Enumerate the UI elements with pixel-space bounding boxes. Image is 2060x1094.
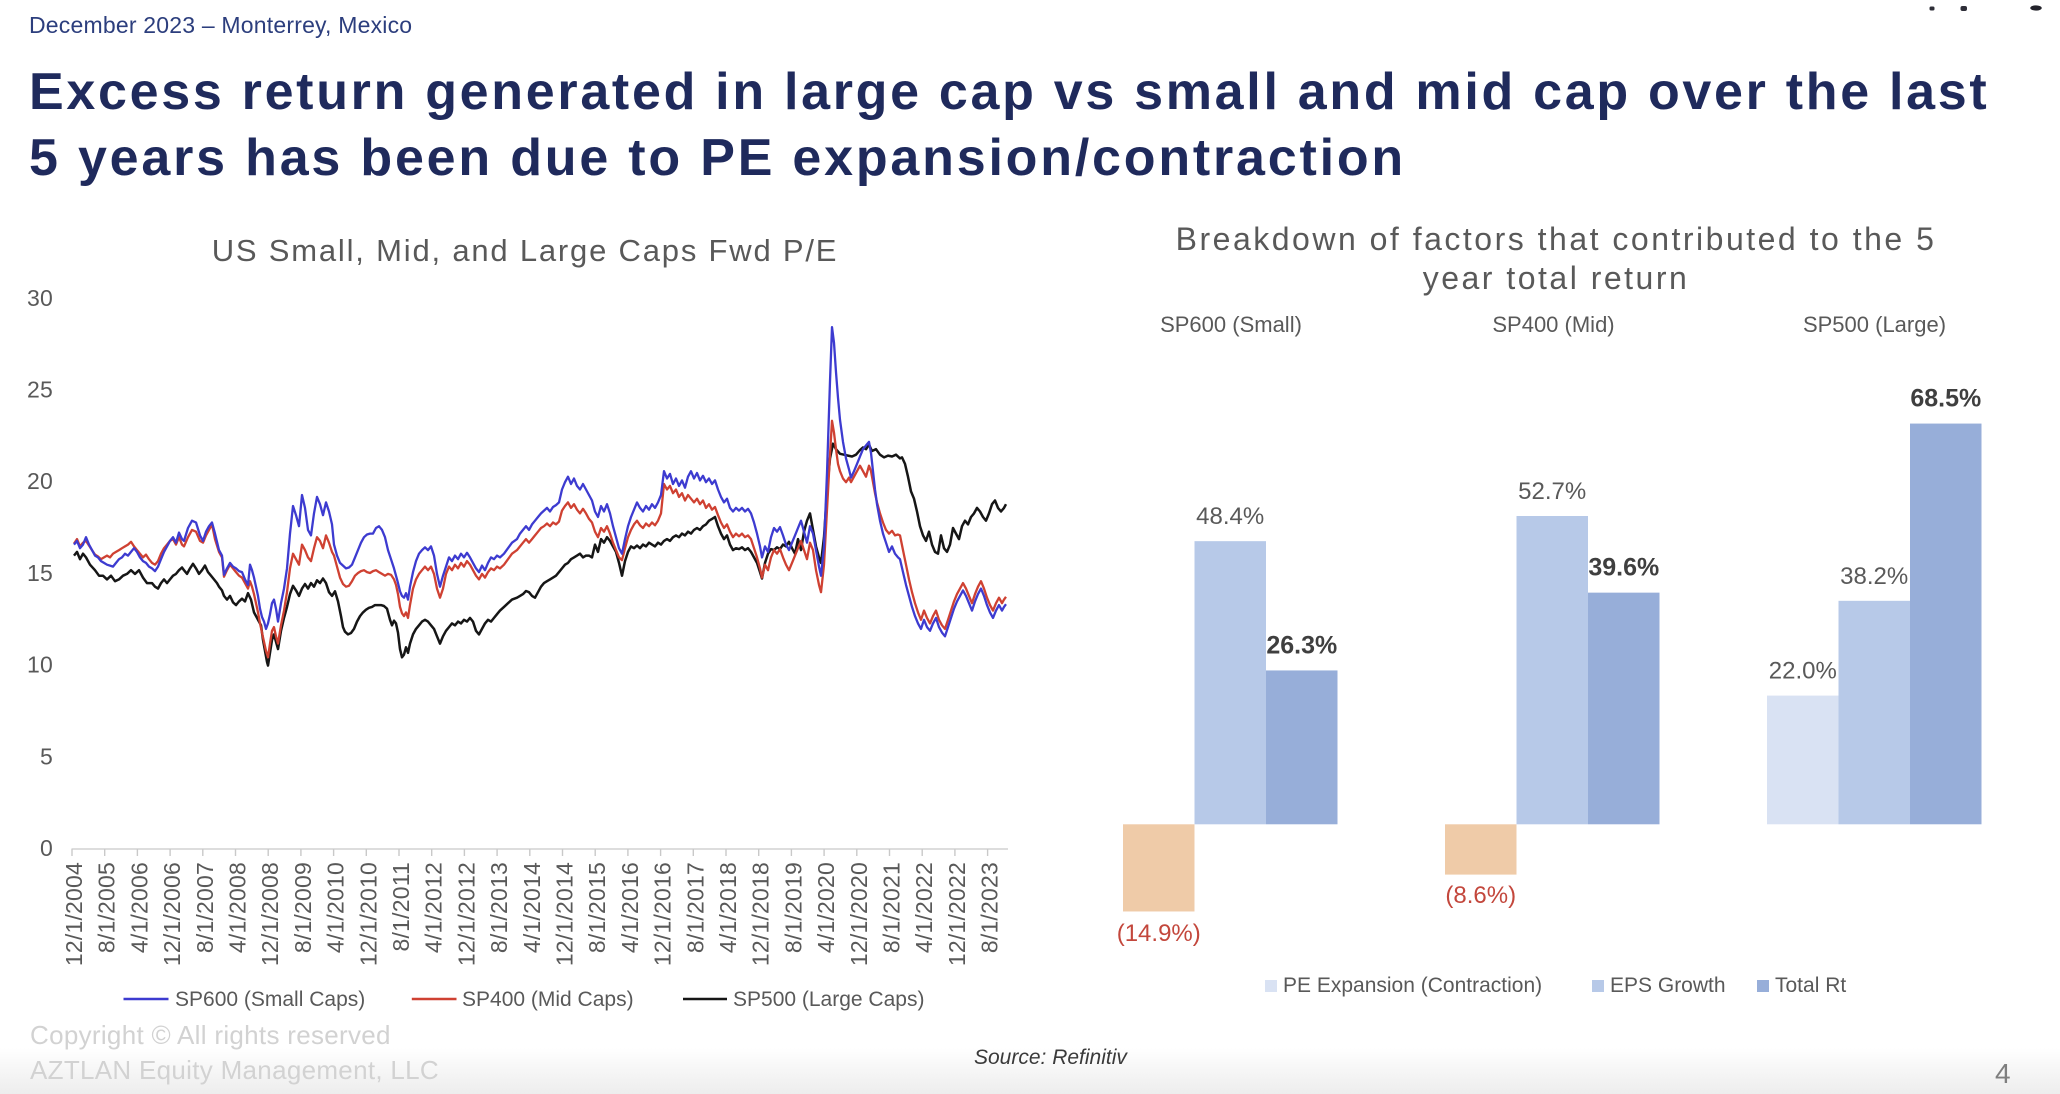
svg-text:22.0%: 22.0% [1769,658,1837,685]
svg-text:12/1/2006: 12/1/2006 [159,862,185,966]
svg-text:8/1/2011: 8/1/2011 [388,862,414,951]
svg-text:8/1/2023: 8/1/2023 [977,862,1003,953]
svg-text:30: 30 [27,285,53,311]
svg-text:8/1/2013: 8/1/2013 [486,862,512,953]
svg-text:12/1/2008: 12/1/2008 [257,862,283,966]
svg-text:EPS Growth: EPS Growth [1610,974,1726,997]
svg-text:4/1/2020: 4/1/2020 [813,862,839,953]
svg-text:year total return: year total return [1423,260,1690,296]
svg-text:8/1/2021: 8/1/2021 [879,862,905,953]
svg-text:15: 15 [27,560,53,586]
svg-text:4/1/2016: 4/1/2016 [617,862,643,953]
svg-text:20: 20 [27,468,53,494]
svg-text:52.7%: 52.7% [1518,478,1586,505]
svg-text:8/1/2019: 8/1/2019 [780,862,806,953]
svg-text:12/1/2004: 12/1/2004 [61,862,87,966]
svg-text:25: 25 [27,377,53,403]
svg-text:12/1/2010: 12/1/2010 [355,862,381,966]
svg-text:26.3%: 26.3% [1266,631,1337,659]
svg-text:5: 5 [40,743,53,769]
svg-text:4/1/2022: 4/1/2022 [911,862,937,953]
svg-text:8/1/2015: 8/1/2015 [584,862,610,953]
svg-text:SP500 (Large Caps): SP500 (Large Caps) [733,988,924,1011]
svg-text:4/1/2014: 4/1/2014 [519,862,545,953]
svg-text:(8.6%): (8.6%) [1445,882,1516,909]
svg-text:12/1/2014: 12/1/2014 [552,862,578,966]
svg-text:48.4%: 48.4% [1196,503,1264,530]
svg-text:10: 10 [27,652,53,678]
svg-text:(14.9%): (14.9%) [1117,920,1201,947]
svg-text:4/1/2006: 4/1/2006 [126,862,152,953]
svg-text:12/1/2016: 12/1/2016 [650,862,676,966]
svg-text:SP400 (Mid): SP400 (Mid) [1492,312,1614,337]
svg-text:4/1/2008: 4/1/2008 [225,862,251,953]
svg-text:SP600 (Small): SP600 (Small) [1160,312,1302,337]
svg-text:US Small, Mid, and Large Caps: US Small, Mid, and Large Caps Fwd P/E [212,233,839,268]
svg-text:8/1/2007: 8/1/2007 [192,862,218,953]
svg-text:8/1/2009: 8/1/2009 [290,862,316,953]
svg-text:38.2%: 38.2% [1840,563,1908,590]
svg-text:Total Rt: Total Rt [1775,974,1846,997]
svg-text:Breakdown of factors that cont: Breakdown of factors that contributed to… [1176,221,1937,257]
svg-text:39.6%: 39.6% [1588,554,1659,582]
svg-text:4/1/2012: 4/1/2012 [421,862,447,953]
svg-text:12/1/2018: 12/1/2018 [748,862,774,966]
svg-text:SP400 (Mid Caps): SP400 (Mid Caps) [462,988,634,1011]
svg-text:12/1/2020: 12/1/2020 [846,862,872,966]
svg-text:SP500 (Large): SP500 (Large) [1803,312,1946,337]
svg-text:8/1/2005: 8/1/2005 [94,862,120,953]
svg-text:12/1/2012: 12/1/2012 [453,862,479,966]
svg-text:12/1/2022: 12/1/2022 [944,862,970,966]
svg-text:8/1/2017: 8/1/2017 [682,862,708,953]
svg-text:0: 0 [40,835,53,861]
svg-text:4/1/2010: 4/1/2010 [323,862,349,953]
svg-text:4/1/2018: 4/1/2018 [715,862,741,953]
svg-text:68.5%: 68.5% [1910,385,1981,413]
svg-text:SP600 (Small Caps): SP600 (Small Caps) [175,988,365,1011]
svg-text:PE Expansion (Contraction): PE Expansion (Contraction) [1283,974,1542,997]
